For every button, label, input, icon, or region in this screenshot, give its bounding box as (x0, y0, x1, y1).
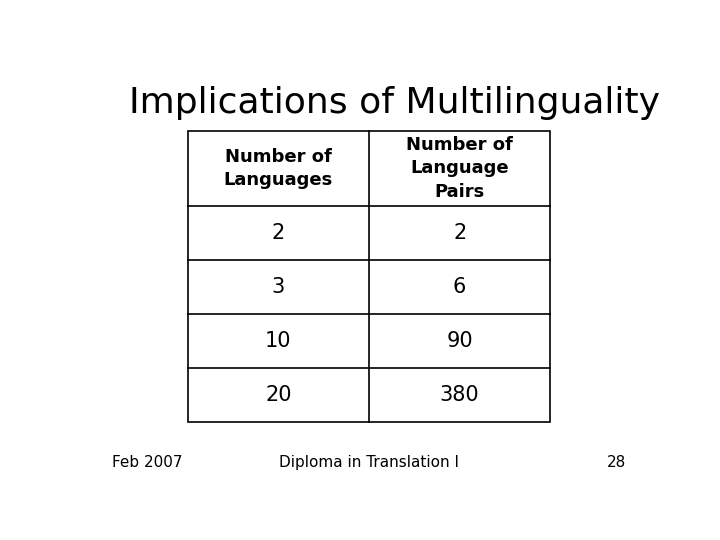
Text: 2: 2 (271, 222, 285, 242)
Text: Number of
Languages: Number of Languages (224, 147, 333, 189)
Text: Diploma in Translation I: Diploma in Translation I (279, 455, 459, 470)
Bar (188, 131, 550, 422)
Text: 2: 2 (453, 222, 467, 242)
Text: 10: 10 (265, 331, 292, 351)
Text: 20: 20 (265, 385, 292, 406)
Text: 6: 6 (453, 277, 467, 297)
Text: 28: 28 (606, 455, 626, 470)
Text: 90: 90 (446, 331, 473, 351)
Text: Feb 2007: Feb 2007 (112, 455, 183, 470)
Text: 380: 380 (440, 385, 480, 406)
Text: Implications of Multilinguality: Implications of Multilinguality (129, 85, 660, 119)
Text: 3: 3 (271, 277, 285, 297)
Text: Number of
Language
Pairs: Number of Language Pairs (406, 136, 513, 201)
